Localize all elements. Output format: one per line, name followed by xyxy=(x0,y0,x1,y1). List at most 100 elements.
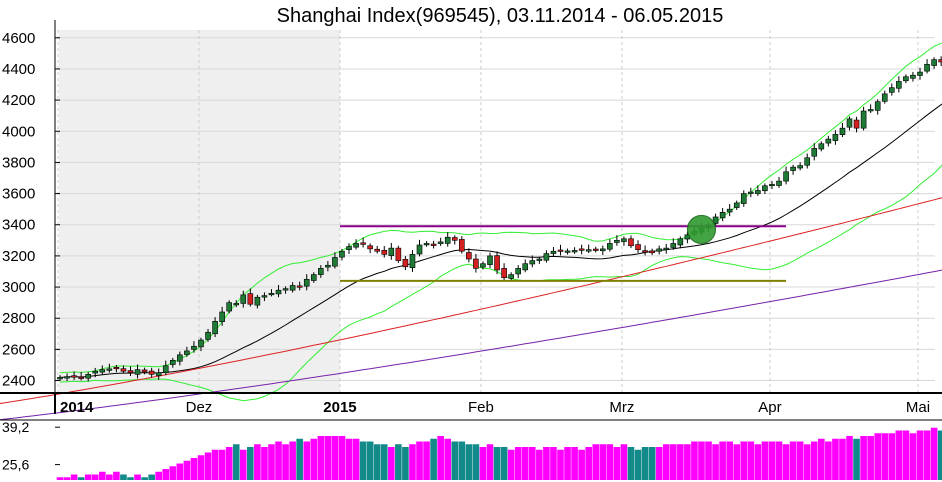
candle-body xyxy=(853,119,860,129)
candle-body xyxy=(282,288,289,291)
candle-body xyxy=(78,376,84,379)
volume-bar xyxy=(395,444,402,480)
candle-body xyxy=(459,239,465,252)
volume-bar xyxy=(521,447,529,480)
y-tick-label: 2600 xyxy=(2,341,35,358)
volume-bar xyxy=(874,433,882,480)
volume-bar xyxy=(56,477,64,480)
candle-body xyxy=(416,244,423,255)
candle-body xyxy=(557,249,564,252)
volume-bar xyxy=(331,436,339,480)
volume-bar xyxy=(867,436,874,480)
volume-tick-label: 25,6 xyxy=(2,457,29,473)
x-tick-label: 2014 xyxy=(60,399,94,416)
volume-bar xyxy=(740,441,748,480)
candle-body xyxy=(515,268,521,275)
candle-body xyxy=(325,264,331,268)
candle-body xyxy=(790,166,796,171)
volume-bar xyxy=(63,477,71,480)
volume-bar xyxy=(70,474,78,480)
candle-body xyxy=(769,183,775,187)
volume-bar xyxy=(303,441,311,480)
candle-body xyxy=(64,376,70,379)
candle-body xyxy=(881,93,888,102)
candle-body xyxy=(162,365,169,374)
candle-body xyxy=(409,254,416,269)
volume-bar xyxy=(416,441,423,480)
volume-bar xyxy=(585,447,592,480)
volume-bar xyxy=(768,441,776,480)
candle-body xyxy=(860,110,867,129)
volume-bar xyxy=(761,441,769,480)
candle-body xyxy=(219,311,225,322)
volume-bar xyxy=(796,441,804,480)
candle-body xyxy=(811,148,818,157)
sma-20-line xyxy=(59,103,942,378)
volume-bar xyxy=(106,474,113,480)
candle-body xyxy=(233,303,240,306)
volume-bar xyxy=(888,433,896,480)
candle-body xyxy=(120,368,127,372)
volume-bar xyxy=(543,447,550,480)
candle-body xyxy=(318,268,324,275)
volume-bar xyxy=(120,474,127,480)
volume-bar xyxy=(627,447,635,480)
volume-bar xyxy=(296,438,303,480)
candle-body xyxy=(240,294,247,304)
volume-bar xyxy=(698,441,705,480)
volume-bar xyxy=(803,444,811,480)
volume-bar xyxy=(218,449,226,480)
candle-body xyxy=(642,250,648,253)
volume-bar xyxy=(472,444,480,480)
candle-body xyxy=(353,243,359,248)
candle-body xyxy=(169,359,176,365)
volume-bar xyxy=(183,460,191,480)
bollinger-upper-line xyxy=(59,42,942,374)
volume-bar xyxy=(655,447,663,480)
candle-body xyxy=(480,263,486,268)
volume-bar xyxy=(930,427,938,480)
candle-body xyxy=(148,370,155,375)
y-tick-label: 4200 xyxy=(2,92,35,109)
candle-body xyxy=(332,257,338,267)
volume-bar xyxy=(507,449,515,480)
candle-body xyxy=(564,250,571,253)
volume-bar xyxy=(909,433,917,480)
volume-bar xyxy=(493,447,501,480)
candle-body xyxy=(832,134,839,141)
volume-bar xyxy=(571,447,578,480)
candle-body xyxy=(924,63,930,72)
candle-body xyxy=(712,216,719,224)
volume-bar xyxy=(712,444,719,480)
volume-bar xyxy=(599,444,607,480)
candle-body xyxy=(663,247,670,250)
volume-bar xyxy=(592,444,600,480)
candle-body xyxy=(310,274,317,281)
candle-body xyxy=(289,285,296,291)
volume-bar xyxy=(451,441,459,480)
volume-bar xyxy=(282,444,289,480)
candle-body xyxy=(113,366,120,370)
candle-body xyxy=(487,255,493,265)
volume-bar xyxy=(359,441,367,480)
candle-body xyxy=(656,248,662,252)
candle-body xyxy=(106,368,113,371)
candle-body xyxy=(275,289,282,295)
candle-body xyxy=(529,260,536,265)
candle-body xyxy=(134,369,141,375)
volume-bar xyxy=(937,430,942,480)
x-axis: 2014 Dez 2015 Feb Mrz Apr Mai xyxy=(0,392,942,421)
volume-bar xyxy=(247,447,254,480)
candle-body xyxy=(628,238,634,247)
volume-bar xyxy=(176,463,184,480)
volume-bar xyxy=(268,444,275,480)
volume-bar xyxy=(204,452,212,480)
volume-bar xyxy=(634,449,642,480)
x-tick-label: Apr xyxy=(758,399,781,416)
volume-bar xyxy=(254,444,261,480)
volume-bar xyxy=(317,436,325,480)
volume-bar xyxy=(733,444,741,480)
candle-body xyxy=(748,191,754,194)
candle-body xyxy=(635,244,641,250)
